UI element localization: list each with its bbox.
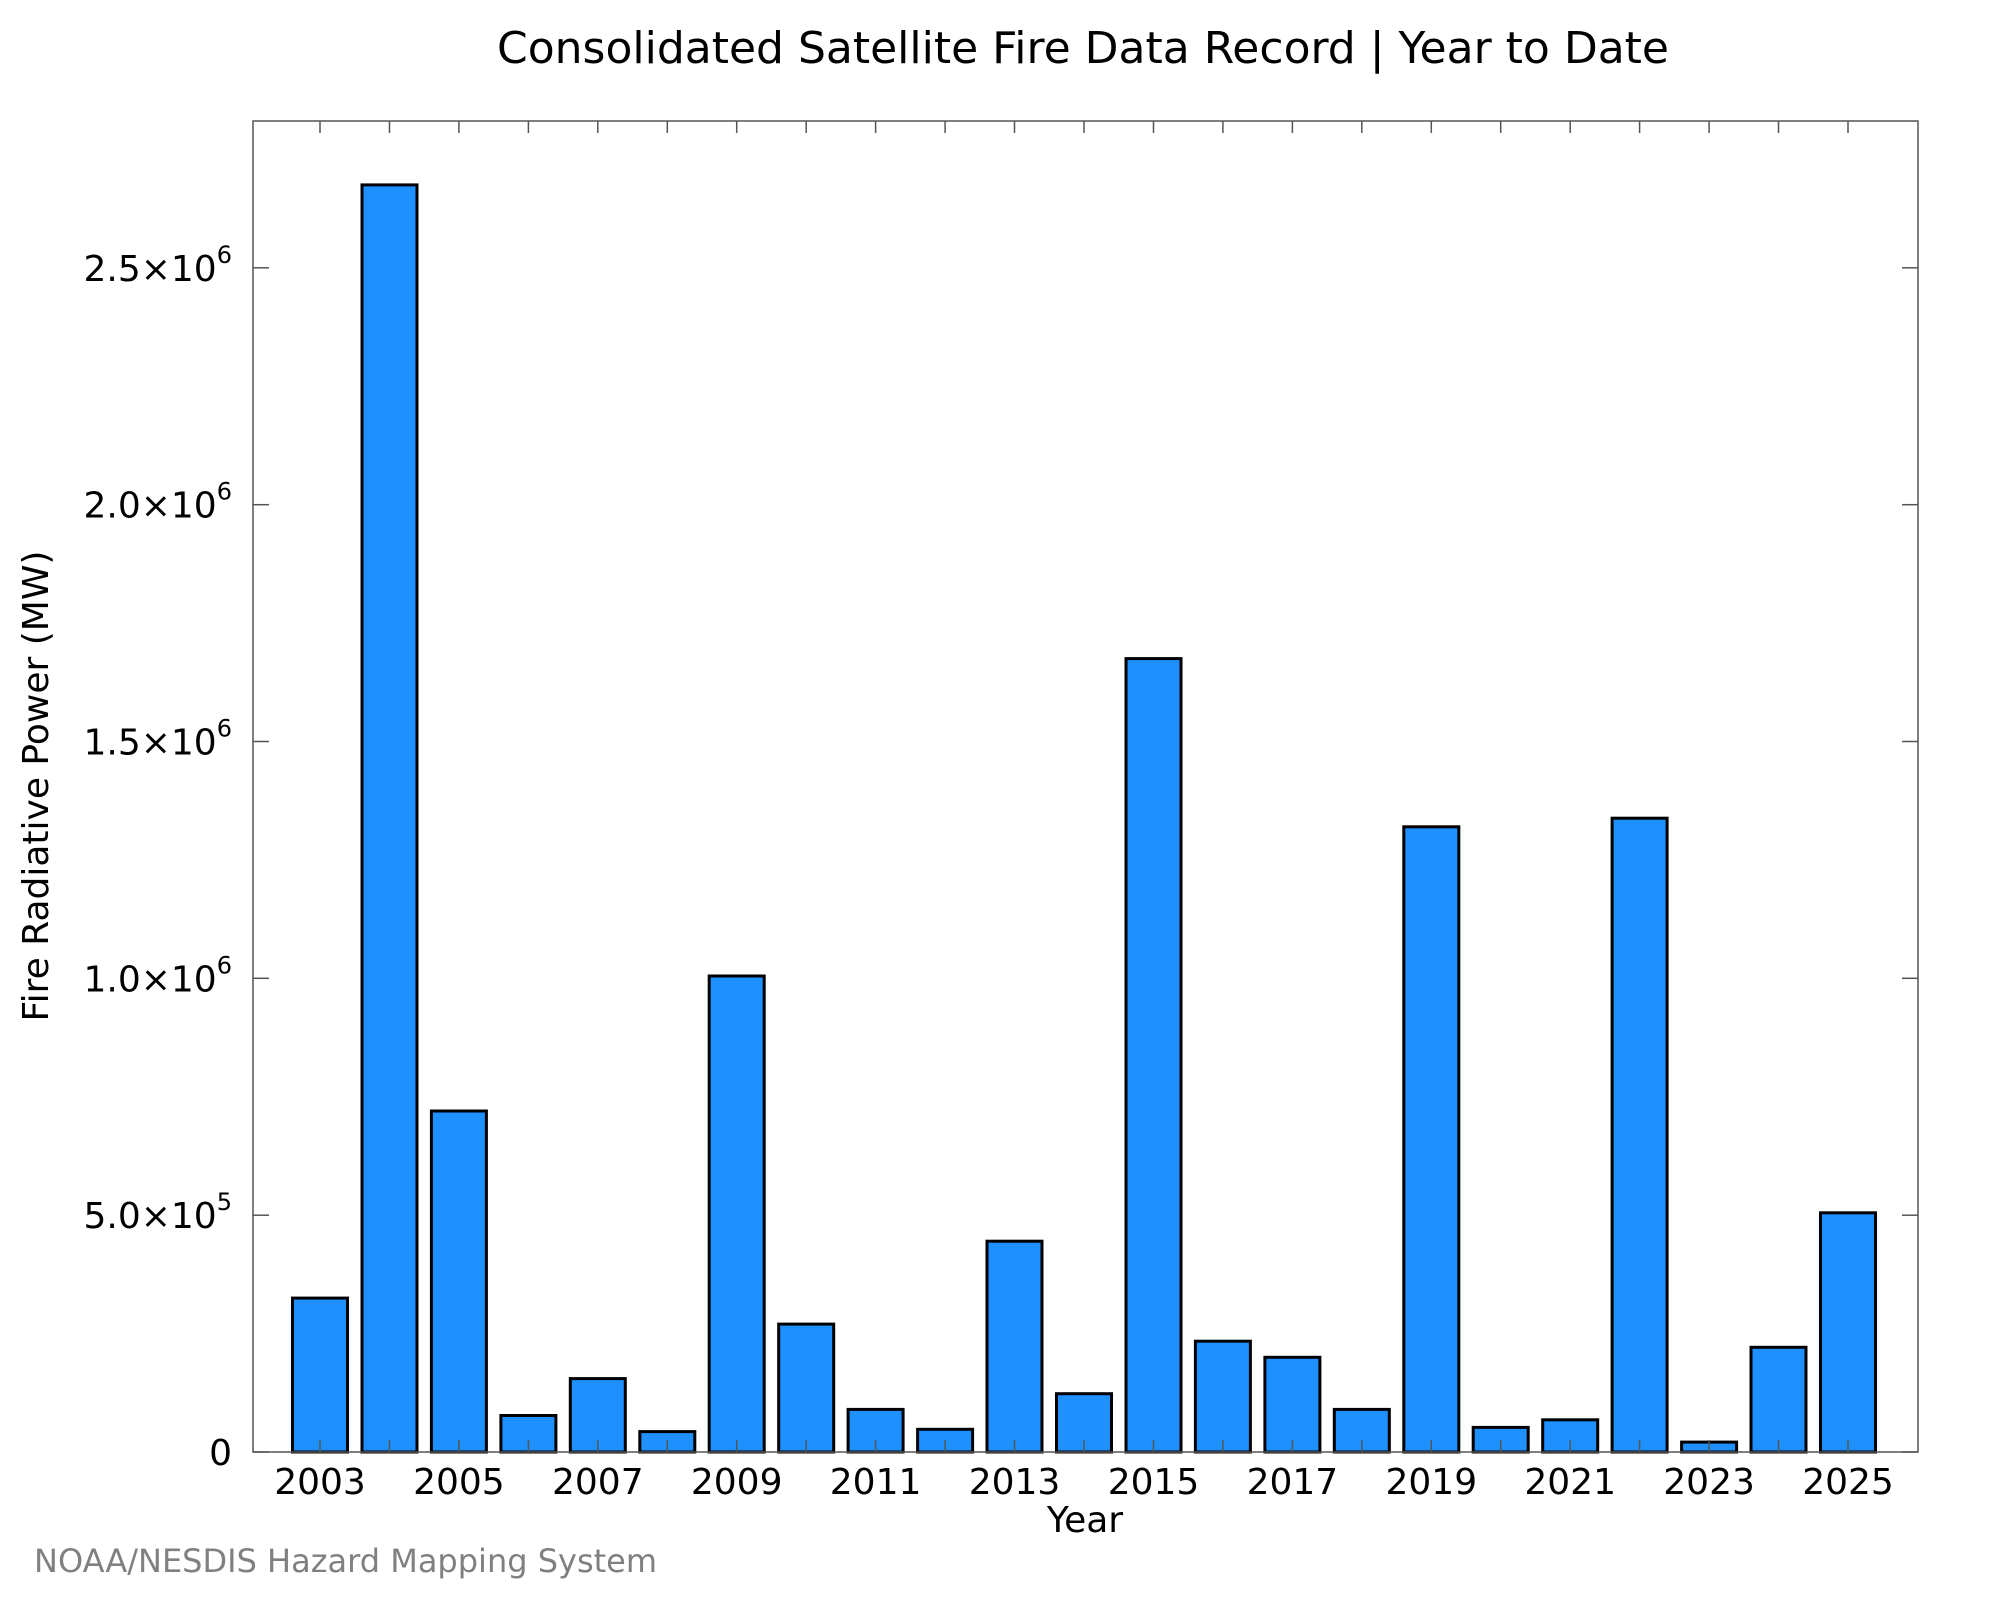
x-tick-label-2011: 2011 [830, 1462, 922, 1503]
x-tick-label-2017: 2017 [1247, 1462, 1339, 1503]
x-tick-label-2015: 2015 [1108, 1462, 1200, 1503]
x-tick-label-2003: 2003 [274, 1462, 366, 1503]
source-credit: NOAA/NESDIS Hazard Mapping System [34, 1542, 658, 1580]
bar-2024 [1749, 1345, 1808, 1454]
x-tick-label-2019: 2019 [1385, 1462, 1477, 1503]
chart-title: Consolidated Satellite Fire Data Record … [497, 23, 1669, 74]
bar-2003 [291, 1296, 349, 1454]
bars-group [291, 183, 1877, 1454]
y-tick-label-1500000: 1.5×106 [83, 715, 232, 764]
x-tick-label-2005: 2005 [413, 1462, 505, 1503]
x-tick-label-2009: 2009 [691, 1462, 783, 1503]
bar-2005 [429, 1109, 488, 1454]
y-tick-label-2500000: 2.5×106 [83, 241, 232, 290]
y-tick-label-0: 0 [209, 1433, 232, 1474]
x-tick-label-2013: 2013 [969, 1462, 1061, 1503]
bar-2019 [1402, 825, 1461, 1454]
bar-2015 [1124, 657, 1183, 1454]
x-tick-label-2007: 2007 [552, 1462, 644, 1503]
bar-2022 [1610, 816, 1669, 1454]
bar-2017 [1263, 1355, 1322, 1454]
bar-2010 [777, 1322, 836, 1454]
y-tick-label-2000000: 2.0×106 [83, 478, 232, 527]
x-tick-label-2021: 2021 [1524, 1462, 1616, 1503]
y-tick-label-500000: 5.0×105 [83, 1188, 232, 1237]
bar-2025 [1819, 1211, 1877, 1454]
y-axis-label: Fire Radiative Power (MW) [16, 551, 57, 1022]
y-tick-label-1000000: 1.0×106 [83, 951, 232, 1000]
ticks-group: 2003 2005 2007 2009 2011 2013 2015 2017 2019 2021… [83, 121, 1918, 1503]
x-tick-label-2023: 2023 [1663, 1462, 1755, 1503]
bar-2004 [360, 183, 419, 1454]
plot-frame [252, 120, 1919, 1453]
bar-2016 [1193, 1339, 1252, 1454]
bar-2009 [707, 974, 766, 1454]
x-axis-label: Year [1046, 1500, 1123, 1541]
x-tick-label-2025: 2025 [1802, 1462, 1894, 1503]
bar-2013 [985, 1239, 1044, 1454]
